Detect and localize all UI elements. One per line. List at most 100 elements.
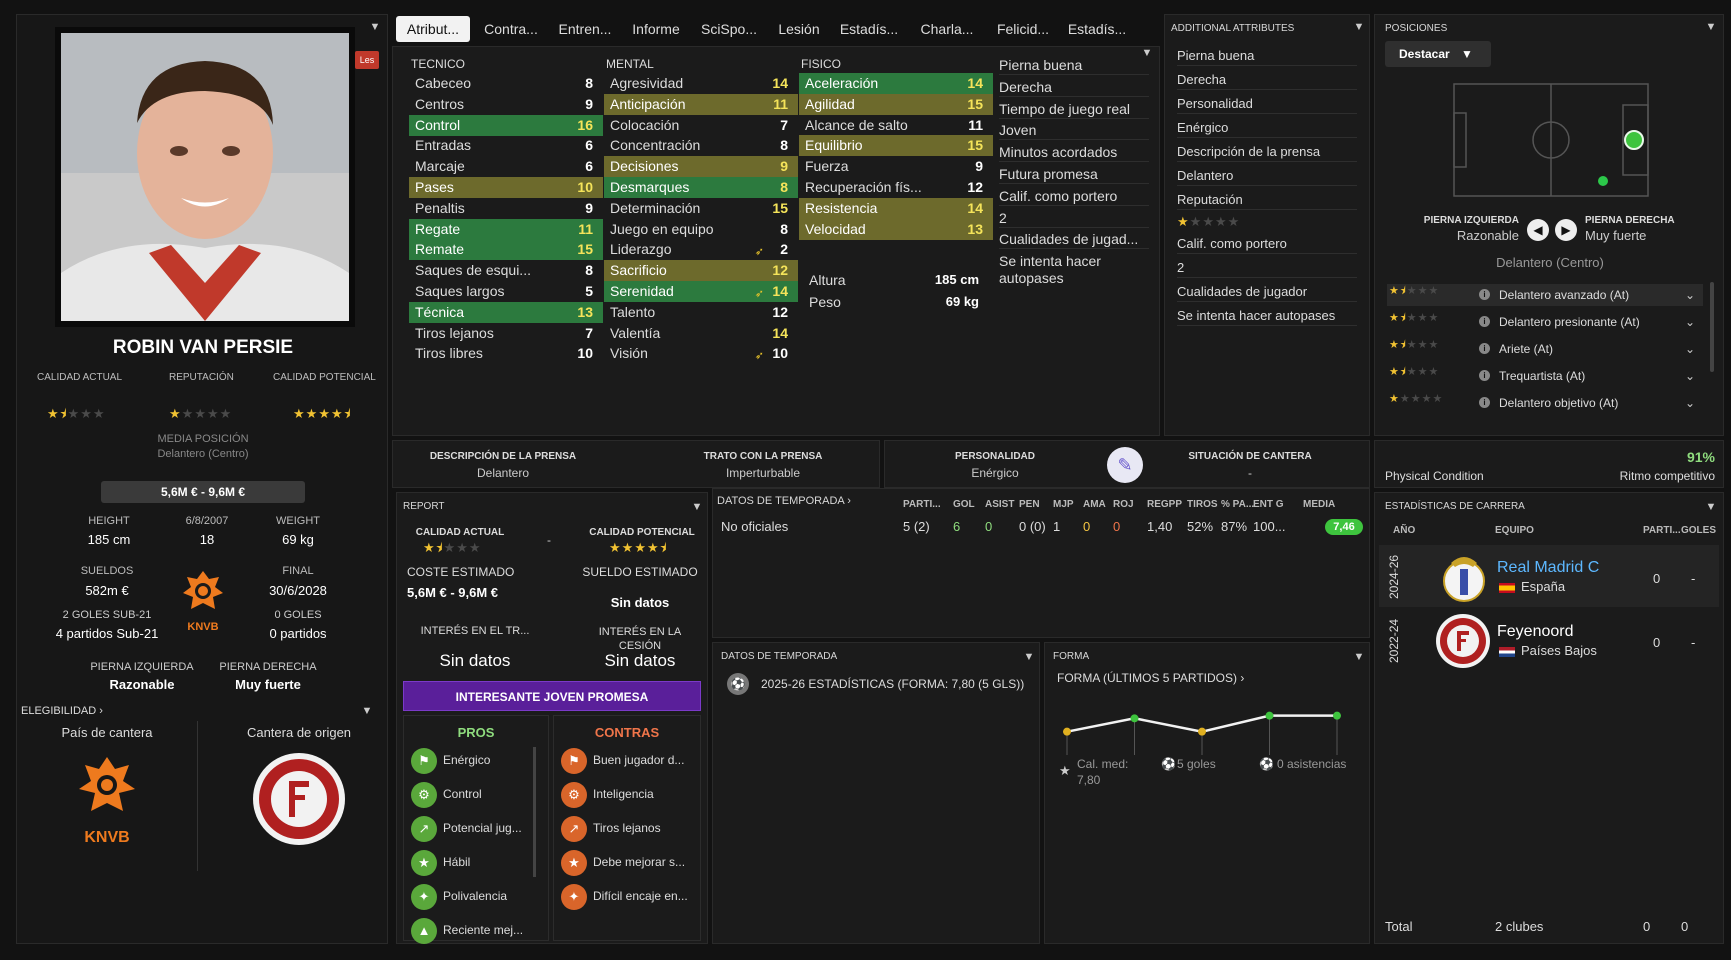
side-attribute: Tiempo de juego real [999,101,1149,119]
pros-header: PROS [457,725,495,740]
con-icon: ★ [561,849,587,876]
info-icon[interactable]: i [1479,343,1490,354]
chevron-down-icon[interactable]: ⌄ [1684,288,1695,302]
pros-scrollbar[interactable] [533,747,536,877]
fisico-header: FISICO [801,57,842,71]
role-row[interactable]: ★★★★★ i Delantero objetivo (At) ⌄ [1387,392,1703,414]
attribute-row: Agresividad 14 [604,73,798,94]
pos-right-foot-value: Muy fuerte [1585,228,1647,243]
season-col-header[interactable]: % PA... [1221,499,1255,510]
chevron-down-icon[interactable]: ▼ [1705,501,1717,513]
tab-injury[interactable]: Lesión [778,21,820,37]
season-col-header[interactable]: ENT G [1253,499,1284,510]
positions-title: POSICIONES [1385,23,1448,34]
chevron-down-icon[interactable]: ⌄ [1684,369,1695,383]
position-label: Delantero (Centro) [157,448,249,460]
chevron-down-icon[interactable]: ▼ [1353,21,1365,33]
position-dot-main [1624,130,1644,150]
career-row-bg[interactable] [1379,545,1719,607]
attribute-name: Resistencia [805,199,878,216]
tab-talk[interactable]: Charla... [920,21,974,37]
goals: 0 GOLES [274,609,322,621]
tab-training[interactable]: Entren... [558,21,612,37]
season-col-header[interactable]: PARTI... [903,499,941,510]
role-row[interactable]: ★⯨★★★ i Ariete (At) ⌄ [1387,338,1703,360]
press-trato-value: Imperturbable [725,466,801,480]
tab-stats-2[interactable]: Estadís... [1067,21,1127,37]
left-foot-label: PIERNA IZQUIERDA [90,661,194,673]
chevron-down-icon[interactable]: ⌄ [1684,342,1695,356]
season-col-header[interactable]: PEN [1019,499,1040,510]
chevron-down-icon[interactable]: ▼ [1705,21,1717,33]
attribute-row: Centros 9 [409,94,603,115]
tab-contract[interactable]: Contra... [484,21,538,37]
chevron-down-icon[interactable]: ▼ [361,705,373,717]
season-cell: 5 (2) [903,519,930,534]
list-item: ✦ Difícil encaje en... [561,881,688,911]
career-team-2[interactable]: Feyenoord [1497,623,1574,640]
form-assists: 0 asistencias [1277,757,1347,771]
attribute-name: Anticipación [610,95,686,112]
pos-left-foot-label: PIERNA IZQUIERDA [1423,215,1519,226]
season-col-header[interactable]: MJP [1053,499,1074,510]
rep-label: REPUTACIÓN [169,372,234,383]
additional-item: 2 [1177,259,1357,278]
attribute-value: 12 [772,262,788,279]
tab-report[interactable]: Informe [632,21,680,37]
season-col-header[interactable]: GOL [953,499,975,510]
career-team-1[interactable]: Real Madrid C [1497,559,1600,576]
chevron-down-icon[interactable]: ▼ [691,501,703,513]
position-dot-secondary [1598,176,1608,186]
chevron-down-icon[interactable]: ⌄ [1684,396,1695,410]
chevron-down-icon[interactable]: ▼ [369,21,381,33]
info-icon[interactable]: i [1479,397,1490,408]
attribute-name: Entradas [415,137,472,154]
info-icon[interactable]: i [1479,370,1490,381]
info-icon[interactable]: i [1479,316,1490,327]
attribute-row: Desmarques 8 [604,177,798,198]
season-col-header[interactable]: AMA [1083,499,1106,510]
attribute-value: 5 [585,283,593,299]
attribute-row: Alcance de salto 11 [799,115,993,136]
roles-scrollbar[interactable] [1710,282,1714,372]
attribute-name: Equilibrio [805,137,863,154]
tab-attributes[interactable]: Atribut... [396,16,470,42]
chevron-down-icon[interactable]: ▼ [1023,651,1035,663]
eligibility-header[interactable]: ELEGIBILIDAD › [21,705,103,717]
tab-happiness[interactable]: Felicid... [996,21,1050,37]
chevron-down-icon[interactable]: ⌄ [1684,315,1695,329]
list-item-label: Inteligencia [593,787,654,801]
season-cell: 100... [1253,519,1286,534]
con-icon: ✦ [561,883,587,910]
attribute-value: 7 [585,324,593,341]
form-sub[interactable]: FORMA (ÚLTIMOS 5 PARTIDOS) › [1057,671,1245,685]
season-col-header[interactable]: REGPP [1147,499,1183,510]
season-title[interactable]: DATOS DE TEMPORADA › [717,495,851,507]
attribute-row: Cabeceo 8 [409,73,603,94]
attribute-value: 14 [772,324,788,341]
chevron-down-icon[interactable]: ▼ [1353,651,1365,663]
season-col-header[interactable]: ASIST [985,499,1015,510]
role-name: Delantero objetivo (At) [1499,396,1619,410]
pro-icon: ⚙ [411,781,437,808]
role-row[interactable]: ★⯨★★★ i Delantero avanzado (At) ⌄ [1387,284,1703,306]
attribute-name: Visión [610,345,648,362]
tab-scisports[interactable]: SciSpo... [700,21,758,37]
list-item-label: Control [443,787,482,801]
attribute-row: Penaltis 9 [409,198,603,219]
season-col-header[interactable]: TIROS [1187,499,1218,510]
info-icon[interactable]: i [1479,289,1490,300]
list-item: ★ Hábil [411,847,470,877]
chevron-down-icon[interactable]: ▼ [1141,47,1153,59]
season-col-header[interactable]: MEDIA [1303,499,1336,510]
list-item-label: Buen jugador d... [593,753,685,767]
highlight-button[interactable]: Destacar ▼ [1385,41,1491,67]
season-col-header[interactable]: ROJ [1113,499,1134,510]
additional-title: ADDITIONAL ATTRIBUTES [1171,23,1295,34]
interes-tr-label: INTERÉS EN EL TR... [420,625,530,637]
attribute-name: Cabeceo [415,75,472,91]
lesion-tag[interactable]: Les [355,51,379,69]
role-row[interactable]: ★⯨★★★ i Trequartista (At) ⌄ [1387,365,1703,387]
role-row[interactable]: ★⯨★★★ i Delantero presionante (At) ⌄ [1387,311,1703,333]
tab-stats[interactable]: Estadís... [839,21,899,37]
